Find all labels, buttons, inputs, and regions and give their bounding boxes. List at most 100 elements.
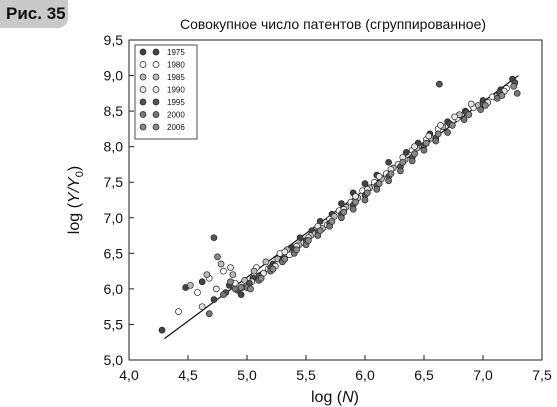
data-point-1975 [338,200,345,207]
data-point-2006 [387,170,395,178]
data-point-1985 [262,258,270,266]
legend-marker [139,73,147,81]
data-point-1985 [203,271,211,279]
data-point-1995 [210,234,218,242]
legend-marker [139,86,147,93]
data-point-2006 [448,121,456,129]
chart-title: Совокупное число патентов (сгруппированн… [180,16,486,32]
legend-marker [139,61,147,68]
data-point-1980 [194,289,201,296]
y-tick-label: 5,5 [104,316,124,332]
y-tick-label: 9,5 [104,32,124,48]
legend-label: 1995 [167,98,185,107]
data-point-2000 [231,285,239,293]
data-point-1975 [385,158,392,166]
data-point-2000 [444,129,451,136]
y-tick-label: 6,0 [104,281,124,297]
data-point-1975 [361,180,369,187]
data-point-1975 [210,296,218,303]
y-axis-label: log (Y/Y0) [66,166,86,234]
data-point-2006 [269,265,277,273]
legend-marker [152,86,160,93]
legend-box [134,44,198,140]
legend-marker [152,73,160,81]
data-point-2006 [328,217,336,225]
data-point-1975 [237,291,245,298]
data-point-2000 [373,185,381,193]
data-point-1975 [158,326,166,334]
data-point-1990 [375,173,383,180]
data-point-2006 [434,130,442,138]
data-point-1975 [402,149,410,156]
data-point-1990 [425,132,433,140]
legend-label: 2006 [167,123,185,132]
y-tick-label: 8,0 [104,139,124,155]
data-point-2006 [375,180,383,187]
data-point-2006 [423,139,430,147]
data-point-2000 [361,196,369,204]
legend-marker [152,111,160,118]
data-point-2000 [349,205,357,213]
data-point-1980 [220,267,227,275]
data-point-2006 [237,284,245,291]
y-tick-label: 5,0 [104,352,124,368]
x-tick-label: 4,5 [178,367,198,383]
data-point-2006 [227,278,234,286]
legend-marker [152,123,160,131]
data-point-2000 [460,116,468,123]
data-point-2006 [293,246,300,254]
data-point-2000 [408,157,416,165]
plot-frame [128,39,543,361]
legend-marker [152,98,160,106]
data-point-2006 [352,198,359,206]
data-point-1985 [229,271,237,279]
figure-label: Рис. 35 [0,0,68,28]
data-point-1990 [411,143,418,151]
data-point-1985 [217,260,225,268]
data-point-1990 [437,121,444,129]
y-tick-label: 9,0 [104,68,124,84]
axis-ticks: 4,0 4,5 5,0 5,5 6,0 6,5 7,0 7,5 5,0 5,5 6,0 6,5 7,0 7… [104,32,552,383]
x-tick-label: 6,0 [355,367,375,383]
data-point-1990 [227,264,234,271]
x-tick-label: 5,0 [237,367,257,383]
data-point-2006 [411,150,418,158]
data-point-1990 [352,193,359,200]
data-point-2000 [420,146,428,154]
legend-marker [152,61,160,68]
data-point-2006 [247,285,254,293]
data-point-1985 [187,281,194,289]
data-point-1985 [250,267,258,275]
data-point-1980 [175,308,182,315]
data-point-2006 [305,237,312,244]
data-point-2000 [432,137,440,145]
data-point-1990 [467,100,475,108]
data-point-2000 [513,89,521,97]
data-point-2000 [338,214,345,222]
legend-marker [139,48,147,56]
x-tick-label: 7,0 [473,367,493,383]
data-point-2006 [510,82,518,90]
legend-label: 1975 [167,48,185,57]
data-point-1975 [296,234,304,242]
data-point-2006 [465,111,473,119]
legend-label: 2000 [167,111,185,120]
data-point-1990 [198,303,206,311]
data-point-2000 [205,310,213,318]
data-point-2006 [364,189,371,197]
y-tick-label: 7,0 [104,210,124,226]
data-point-2006 [316,227,324,234]
legend-marker [152,48,160,56]
legend-marker [139,123,147,131]
legend-label: 1980 [167,61,185,70]
data-point-2006 [482,102,489,109]
legend-label: 1990 [167,86,185,95]
data-point-2000 [477,106,484,114]
data-point-2000 [385,177,392,185]
y-tick-label: 8,5 [104,103,124,119]
x-tick-label: 5,5 [296,367,316,383]
data-point-1995 [435,80,443,88]
data-point-2006 [498,92,506,99]
data-point-1990 [451,113,459,121]
